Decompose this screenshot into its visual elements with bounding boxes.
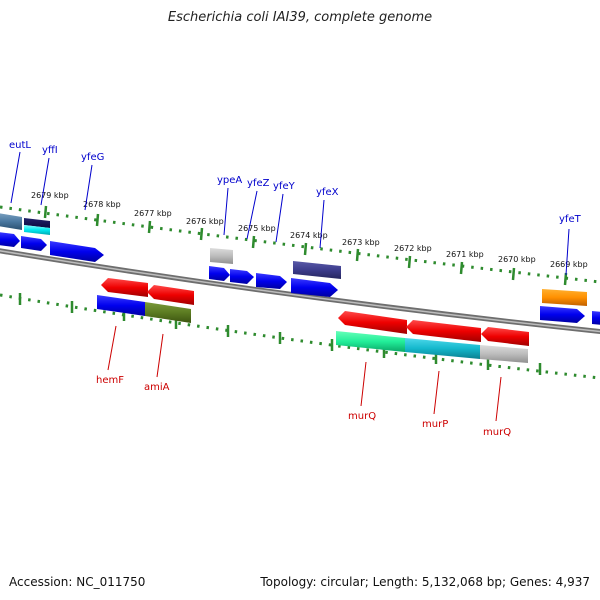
leader-line (10, 151, 21, 204)
scale-label: 2679 kbp (31, 191, 69, 200)
forward-gene-labels: eutL yffI yfeG ypeA yfeZ yfeY yfeX yfeT (9, 140, 582, 276)
feature-block[interactable] (97, 295, 145, 316)
gene-arrow[interactable] (50, 241, 104, 262)
leader-line (275, 193, 284, 243)
gene-label-yfeX[interactable]: yfeX (316, 187, 339, 198)
gene-label-murP[interactable]: murP (422, 419, 448, 430)
gene-label-yfeY[interactable]: yfeY (273, 181, 296, 192)
gene-label-ypeA[interactable]: ypeA (217, 175, 242, 186)
gene-arrow[interactable] (230, 269, 254, 284)
accession-text: Accession: NC_011750 (9, 575, 146, 589)
reverse-gene-arrows (101, 278, 529, 346)
leader-line (156, 333, 164, 378)
leader-line (319, 199, 325, 249)
feature-block[interactable] (293, 261, 341, 279)
leader-line (107, 325, 117, 371)
feature-block[interactable] (24, 218, 50, 228)
gene-label-yfeT[interactable]: yfeT (559, 214, 582, 225)
scale-label: 2675 kbp (238, 224, 276, 233)
gene-label-yfeG[interactable]: yfeG (81, 152, 104, 163)
forward-feature-row (0, 213, 587, 306)
scale-label: 2674 kbp (290, 231, 328, 240)
gene-label-amiA[interactable]: amiA (144, 382, 170, 393)
scale-label: 2670 kbp (498, 255, 536, 264)
scale-label: 2669 kbp (550, 260, 588, 269)
forward-major-ticks (43, 205, 568, 286)
scale-label: 2678 kbp (83, 200, 121, 209)
gene-label-murQ-2[interactable]: murQ (483, 427, 511, 438)
feature-block[interactable] (542, 289, 587, 306)
gene-arrow[interactable] (406, 320, 481, 342)
gene-label-hemF[interactable]: hemF (96, 375, 124, 386)
leader-line (495, 376, 502, 422)
scale-label: 2673 kbp (342, 238, 380, 247)
feature-block[interactable] (0, 213, 22, 230)
gene-arrow[interactable] (291, 278, 338, 297)
reverse-gene-labels: hemF amiA murQ murP murQ (96, 325, 511, 438)
gene-label-murQ[interactable]: murQ (348, 411, 376, 422)
gene-arrow[interactable] (338, 311, 407, 334)
gene-arrow[interactable] (592, 311, 600, 325)
gene-arrow[interactable] (21, 236, 47, 251)
scale-label: 2671 kbp (446, 250, 484, 259)
gene-arrow[interactable] (481, 327, 529, 346)
forward-gene-arrows (0, 232, 600, 325)
leader-line (84, 164, 93, 211)
gene-arrow[interactable] (256, 273, 287, 289)
leader-line (246, 190, 258, 240)
leader-line (223, 187, 229, 236)
gene-label-yffI[interactable]: yffI (42, 145, 58, 156)
feature-block[interactable] (24, 225, 50, 235)
gene-arrow[interactable] (101, 278, 148, 297)
scale-label: 2672 kbp (394, 244, 432, 253)
reverse-feature-row (97, 295, 528, 363)
leader-line (40, 157, 50, 206)
gene-label-yfeZ[interactable]: yfeZ (247, 178, 270, 189)
leader-line (433, 370, 440, 415)
gene-arrow[interactable] (0, 232, 20, 247)
feature-block[interactable] (210, 248, 233, 264)
feature-block[interactable] (405, 338, 480, 359)
feature-block[interactable] (336, 331, 405, 352)
genome-stats-text: Topology: circular; Length: 5,132,068 bp… (260, 575, 590, 589)
scale-label: 2677 kbp (134, 209, 172, 218)
feature-block[interactable] (145, 302, 191, 323)
gene-label-eutL[interactable]: eutL (9, 140, 31, 151)
gene-arrow[interactable] (147, 285, 194, 305)
gene-arrow[interactable] (540, 306, 585, 323)
genome-title: Escherichia coli IAI39, complete genome (167, 10, 433, 25)
leader-line (360, 361, 367, 407)
feature-block[interactable] (480, 345, 528, 363)
gene-arrow[interactable] (209, 266, 230, 281)
leader-line (565, 228, 570, 276)
scale-label: 2676 kbp (186, 217, 224, 226)
